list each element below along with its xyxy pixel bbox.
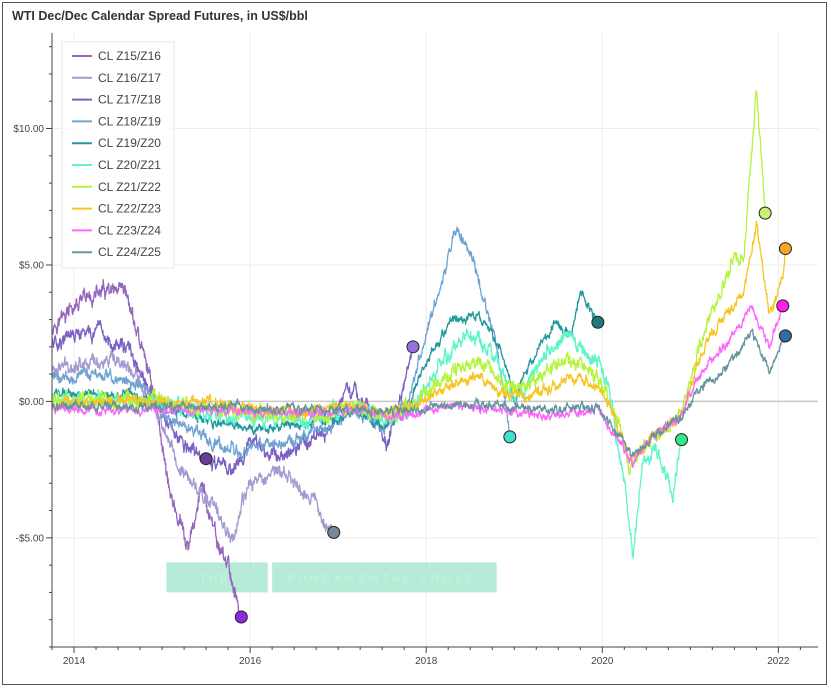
legend-label: CL Z17/Z18: [98, 93, 161, 107]
legend: CL Z15/Z16 CL Z16/Z17 CL Z17/Z18 CL Z18/Z19…: [61, 41, 175, 269]
watermark-block-left: [166, 562, 268, 593]
x-tick-label: 2016: [239, 656, 262, 667]
watermark: THE FUNDAMENTAL ANGLE: [166, 562, 497, 593]
legend-label: CL Z18/Z19: [98, 114, 161, 128]
series-line: [51, 350, 335, 544]
end-marker: [675, 433, 689, 447]
series-marker: [199, 452, 213, 466]
legend-label: CL Z21/Z22: [98, 180, 161, 194]
legend-label: CL Z22/Z23: [98, 202, 161, 216]
legend-label: CL Z20/Z21: [98, 158, 161, 172]
end-marker: [778, 329, 792, 343]
series-line: [51, 278, 242, 618]
x-tick-label: 2014: [63, 656, 86, 667]
legend-label: CL Z23/Z24: [98, 223, 161, 237]
watermark-text: FUNDAMENTAL ANGLE: [288, 573, 477, 585]
chart-title: WTI Dec/Dec Calendar Spread Futures, in …: [12, 9, 308, 23]
legend-label: CL Z24/Z25: [98, 245, 161, 259]
series-layer: [51, 89, 787, 618]
watermark-text: THE: [199, 573, 230, 585]
legend-label: CL Z16/Z17: [98, 71, 161, 85]
end-markers: [199, 206, 792, 624]
end-marker: [776, 299, 790, 313]
end-marker: [503, 430, 517, 444]
end-marker: [778, 242, 792, 256]
legend-label: CL Z19/Z20: [98, 136, 161, 150]
end-marker: [758, 206, 772, 220]
end-marker: [327, 525, 341, 539]
x-tick-label: 2018: [415, 656, 438, 667]
x-tick-label: 2020: [591, 656, 614, 667]
series-line: [51, 226, 511, 461]
end-marker: [234, 610, 248, 624]
series-line: [51, 319, 414, 476]
x-tick-label: 2022: [767, 656, 790, 667]
watermark-block-right: [272, 562, 497, 593]
y-tick-label: $5.00: [19, 260, 44, 271]
end-marker: [406, 340, 420, 354]
series-line: [51, 328, 787, 458]
legend-label: CL Z15/Z16: [98, 49, 161, 63]
end-marker: [591, 315, 605, 329]
y-tick-label: $0.00: [19, 397, 44, 408]
y-tick-label: -$5.00: [16, 533, 45, 544]
axes: -$5.00 $0.00 $5.00 $10.00 2014 2016 2018 2020 20…: [13, 33, 818, 667]
y-tick-label: $10.00: [13, 124, 44, 135]
